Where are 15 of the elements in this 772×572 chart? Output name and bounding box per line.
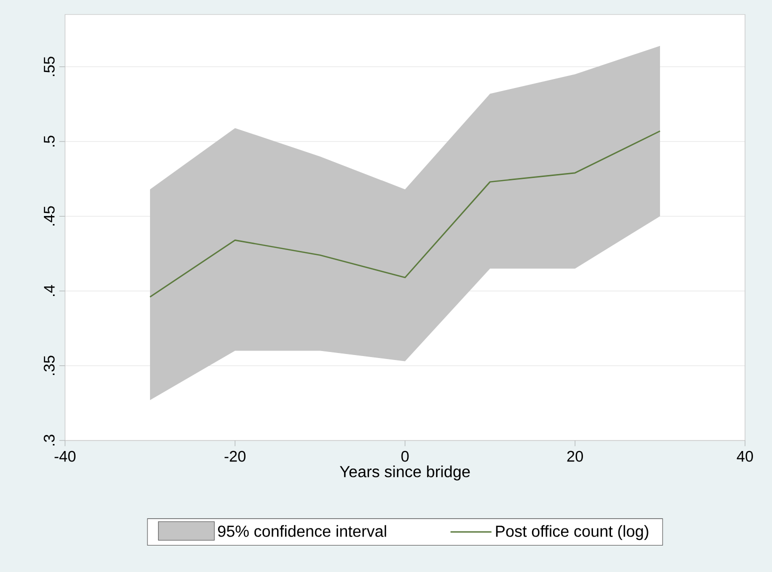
legend-label: Post office count (log) bbox=[496, 525, 648, 540]
y-tick-label: .55 bbox=[44, 56, 55, 76]
y-tick-label: .3 bbox=[44, 434, 55, 446]
x-tick-label: -40 bbox=[54, 450, 76, 462]
y-tick-label: .35 bbox=[44, 356, 55, 375]
x-tick-label: 20 bbox=[567, 450, 583, 462]
y-tick-label: .4 bbox=[44, 285, 55, 296]
x-tick-label: 0 bbox=[401, 450, 409, 462]
y-tick-label: .45 bbox=[44, 206, 55, 226]
line-series bbox=[149, 130, 661, 298]
y-tick-label: .5 bbox=[44, 136, 55, 147]
x-tick-label: 40 bbox=[736, 450, 753, 462]
x-axis-title: Years since bridge bbox=[340, 466, 470, 480]
text: 95% confidence interval bbox=[218, 525, 386, 537]
x-tick-label: -20 bbox=[224, 450, 246, 462]
